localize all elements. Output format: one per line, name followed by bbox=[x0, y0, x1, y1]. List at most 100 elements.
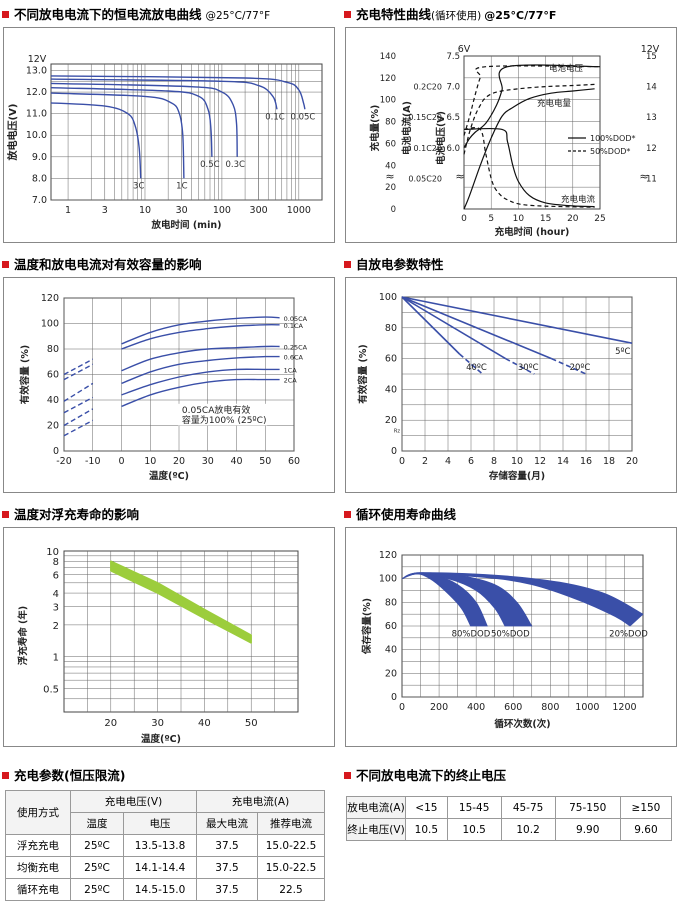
series-line-dashed bbox=[63, 358, 94, 376]
bullet-icon bbox=[2, 772, 9, 779]
series-label: 1C bbox=[176, 181, 187, 191]
float-life-band bbox=[110, 560, 252, 644]
series-line-5ºC bbox=[401, 296, 633, 344]
legend-label: 100%DOD* bbox=[590, 134, 636, 143]
table-row: 均衡充电 25ºC 14.1-14.4 37.5 15.0-22.5 bbox=[5, 856, 325, 879]
float-life-chart: 20 30 40 50 0.5 1 2 3 4 6 810 温度(ºC) 浮充寿命 (年) bbox=[17, 547, 299, 745]
x-tick-label: 20 bbox=[567, 214, 579, 224]
x-tick-label: 30 bbox=[202, 456, 214, 467]
series-line-40ºC bbox=[401, 296, 461, 355]
x-tick-label: 50 bbox=[259, 456, 271, 467]
v12-tick-label: 15 bbox=[646, 52, 657, 62]
cell-rec: 22.5 bbox=[257, 878, 325, 901]
header-voltage: 充电电压(V) bbox=[70, 790, 197, 813]
series-line-1C bbox=[50, 92, 185, 179]
charge-tick-label: 60 bbox=[385, 139, 396, 149]
title-float-life: 温度对浮充寿命的影响 bbox=[2, 507, 139, 523]
y-tick-label: 4 bbox=[53, 589, 59, 600]
x-tick-label: 3 bbox=[102, 205, 108, 216]
x-tick-label: 18 bbox=[603, 456, 615, 467]
panel-self-discharge: 0 2 4 6 8 10 12 14 16 18 20 0 20 40 60 80 100 Rz 存储容量(月) 有效… bbox=[345, 277, 677, 493]
series-label: 20ºC bbox=[570, 363, 591, 373]
x-tick-label: 40 bbox=[230, 456, 242, 467]
series-label: 0.3C bbox=[225, 160, 245, 170]
cell-current: ≥150 bbox=[619, 796, 673, 819]
y-axis-label: 放电电压(V) bbox=[6, 104, 19, 162]
y-tick-label: 6 bbox=[53, 570, 59, 581]
series-label: 0.25CA bbox=[284, 343, 308, 351]
current-tick-label: 0.05C20 bbox=[408, 174, 442, 183]
cell-max: 37.5 bbox=[196, 834, 258, 857]
title-discharge-curve: 不同放电电流下的恒电流放电曲线 @25°C/77°F bbox=[2, 7, 270, 24]
header-rec-current: 推荐电流 bbox=[257, 812, 325, 835]
cell-current: 45-75 bbox=[500, 796, 556, 819]
series-line-dashed bbox=[63, 419, 94, 437]
x-tick-label: 8 bbox=[491, 456, 497, 467]
title-self-discharge: 自放电参数特性 bbox=[344, 257, 444, 273]
series-label: 50%DOD bbox=[491, 630, 530, 640]
series-line-30ºC bbox=[401, 296, 506, 360]
charge-axis-label: 充电量(%) bbox=[369, 105, 381, 152]
x-tick-label: 1200 bbox=[612, 702, 636, 713]
x-tick-label: 5 bbox=[488, 214, 494, 224]
current-axis-label: 电池电流(A) bbox=[401, 101, 413, 155]
series-label: 1CA bbox=[284, 366, 298, 374]
series-line-dashed bbox=[63, 408, 94, 427]
bullet-icon bbox=[344, 772, 351, 779]
row-label-current: 放电电流(A) bbox=[346, 796, 406, 819]
cell-mode: 循环充电 bbox=[5, 878, 71, 901]
x-tick-label: 20 bbox=[626, 456, 638, 467]
y-tick-label: 8 bbox=[53, 557, 59, 568]
y-tick-label: 40 bbox=[385, 384, 397, 395]
y-tick-label: 80 bbox=[385, 597, 397, 608]
series-label: 0.1C bbox=[265, 112, 285, 122]
x-tick-label: 30 bbox=[151, 718, 164, 729]
y-axis-label: 有效容量 (%) bbox=[19, 345, 31, 405]
y-tick-label: 60 bbox=[47, 370, 59, 381]
y-tick-label: 0 bbox=[53, 446, 59, 457]
series-line-0.25CA bbox=[121, 345, 280, 372]
x-tick-label: 1000 bbox=[575, 702, 599, 713]
y-tick-label: 40 bbox=[385, 645, 397, 656]
note-text: 0.05CA放电有效 bbox=[182, 404, 250, 416]
x-tick-label: 25 bbox=[594, 214, 605, 224]
x-tick-label: 50 bbox=[245, 718, 258, 729]
y-tick-label: 11.0 bbox=[26, 109, 47, 120]
cell-volt: 14.1-14.4 bbox=[123, 856, 197, 879]
series-line bbox=[463, 88, 595, 210]
series-line-3C bbox=[50, 102, 142, 179]
x-tick-label: 20 bbox=[104, 718, 117, 729]
note-background bbox=[178, 403, 268, 426]
y-tick-label: 10 bbox=[46, 547, 59, 558]
title-charge-params: 充电参数(恒压限流) bbox=[2, 768, 125, 784]
temp-capacity-chart: -20 -10 0 10 20 30 40 50 60 0 20 40 60 80 100 120 温度(ºC)… bbox=[19, 293, 308, 482]
x-tick-label: 10 bbox=[513, 214, 525, 224]
y-tick-label: 10.0 bbox=[26, 130, 47, 141]
series-label: 2CA bbox=[284, 377, 298, 385]
axis-break-icon: ≈ bbox=[385, 170, 394, 183]
y-tick-label: 20 bbox=[385, 668, 397, 679]
cell-voltage: 9.90 bbox=[554, 818, 621, 841]
v12-tick-label: 11 bbox=[646, 174, 657, 184]
current-curve-label: 充电电流 bbox=[561, 194, 596, 205]
bullet-icon bbox=[2, 11, 9, 18]
title-charge-curve: 充电特性曲线(循环使用) @25°C/77°F bbox=[344, 7, 556, 24]
series-line-dashed bbox=[63, 382, 94, 402]
series-label: 0.05CA bbox=[284, 315, 308, 323]
current-tick-label: 0.2C20 bbox=[414, 83, 443, 92]
current-tick-label: 0.15C20 bbox=[408, 113, 442, 122]
bullet-icon bbox=[344, 261, 351, 268]
cell-mode: 浮充充电 bbox=[5, 834, 71, 857]
x-tick-label: 1 bbox=[65, 205, 71, 216]
cell-current: 15-45 bbox=[446, 796, 502, 819]
y-tick-label: 120 bbox=[41, 293, 59, 304]
charge-tick-label: 100 bbox=[380, 96, 396, 106]
voltage-curve-label: 电池电压 bbox=[549, 63, 584, 74]
v12-tick-label: 12 bbox=[646, 144, 657, 154]
charge-tick-label: 40 bbox=[385, 161, 396, 171]
bullet-icon bbox=[344, 11, 351, 18]
y-tick-label: 2 bbox=[53, 621, 59, 632]
series-label: 0.1CA bbox=[284, 322, 304, 330]
x-tick-label: 15 bbox=[540, 214, 551, 224]
charge-tick-label: 120 bbox=[380, 74, 396, 84]
